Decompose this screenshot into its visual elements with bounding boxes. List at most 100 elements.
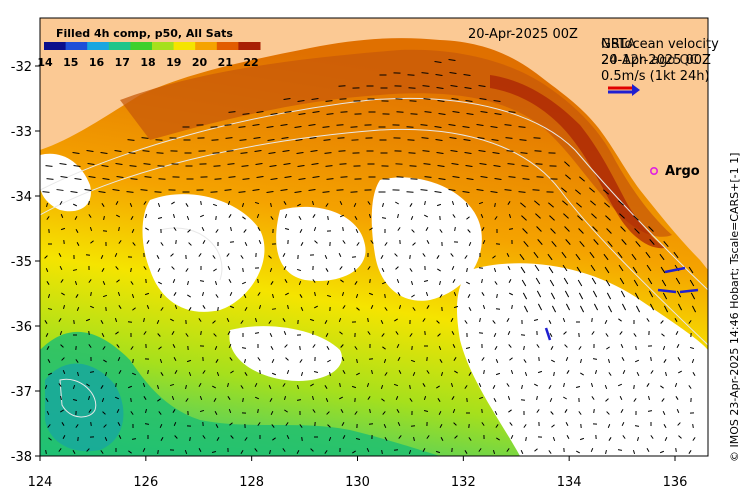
velocity-arrow (435, 450, 441, 454)
velocity-arrow (663, 241, 669, 247)
velocity-arrow (100, 320, 104, 324)
velocity-arrow (508, 409, 512, 413)
velocity-arrow (504, 124, 512, 126)
velocity-arrow (367, 396, 371, 400)
velocity-arrow (521, 165, 529, 167)
velocity-arrow (130, 178, 138, 180)
velocity-arrow (465, 164, 473, 168)
velocity-arrow (187, 294, 191, 298)
velocity-arrow (61, 292, 65, 296)
velocity-arrow (633, 384, 635, 390)
velocity-arrow (75, 359, 79, 363)
velocity-arrow (366, 382, 370, 388)
velocity-arrow (60, 279, 64, 283)
velocity-arrow (272, 293, 274, 299)
velocity-arrow (369, 278, 371, 284)
velocity-arrow (281, 136, 289, 140)
velocity-arrow (355, 372, 361, 376)
velocity-arrow (101, 397, 105, 403)
velocity-arrow (172, 409, 176, 413)
velocity-arrow (398, 369, 402, 375)
y-tick-label: -34 (11, 190, 32, 205)
velocity-arrow (563, 396, 567, 400)
velocity-arrow (548, 450, 552, 454)
velocity-arrow (300, 242, 304, 246)
velocity-arrow (551, 241, 557, 247)
velocity-arrow (494, 216, 498, 220)
velocity-arrow (102, 294, 108, 298)
velocity-arrow (566, 370, 570, 374)
velocity-arrow (478, 149, 486, 153)
velocity-arrow (298, 113, 306, 115)
velocity-arrow (438, 345, 442, 351)
velocity-arrow (325, 332, 329, 338)
velocity-arrow (212, 320, 216, 324)
velocity-arrow (269, 398, 273, 402)
velocity-arrow (440, 436, 444, 442)
velocity-arrow (606, 228, 612, 234)
velocity-arrow (102, 177, 110, 181)
colorbar-swatch (173, 42, 196, 50)
velocity-arrow (507, 395, 511, 401)
velocity-arrow (421, 137, 429, 139)
velocity-arrow (230, 226, 232, 232)
velocity-arrow (407, 139, 415, 141)
velocity-arrow (422, 253, 426, 257)
velocity-arrow (606, 292, 612, 300)
velocity-arrow (143, 317, 145, 323)
velocity-arrow (118, 434, 122, 440)
velocity-arrow (464, 151, 472, 155)
velocity-arrow (577, 279, 583, 287)
velocity-arrow (533, 319, 539, 321)
velocity-arrow (226, 317, 230, 323)
velocity-arrow (198, 253, 202, 257)
velocity-arrow (604, 319, 608, 325)
velocity-arrow (508, 228, 514, 230)
velocity-arrow (72, 384, 76, 390)
velocity-arrow (465, 99, 473, 103)
velocity-arrow (479, 97, 487, 101)
velocity-arrow (88, 330, 90, 336)
velocity-arrow (592, 290, 598, 298)
velocity-arrow (578, 228, 584, 234)
velocity-arrow (524, 371, 528, 377)
velocity-arrow (550, 411, 554, 415)
velocity-arrow (523, 345, 525, 351)
velocity-arrow (408, 449, 412, 455)
velocity-arrow (550, 292, 556, 300)
velocity-arrow (296, 268, 302, 272)
velocity-arrow (329, 371, 331, 377)
velocity-arrow (244, 241, 248, 247)
velocity-arrow (354, 267, 356, 273)
velocity-arrow (227, 396, 231, 400)
velocity-arrow (578, 346, 582, 350)
velocity-arrow (323, 139, 331, 141)
velocity-arrow (88, 344, 92, 348)
velocity-arrow (549, 215, 555, 221)
velocity-arrow (536, 226, 542, 232)
velocity-arrow (493, 267, 497, 273)
velocity-arrow (257, 422, 261, 426)
velocity-arrow (424, 176, 432, 178)
colorbar-swatch (87, 42, 110, 50)
y-tick-label: -33 (11, 125, 32, 140)
velocity-arrow (409, 203, 413, 207)
velocity-arrow (201, 291, 205, 297)
velocity-arrow (509, 357, 513, 361)
velocity-arrow (607, 423, 611, 429)
velocity-arrow (297, 203, 301, 207)
velocity-arrow (282, 448, 286, 452)
velocity-arrow (468, 241, 472, 247)
velocity-arrow (448, 124, 456, 126)
velocity-legend-overlay-source: GSLA (601, 37, 636, 52)
velocity-arrow (351, 256, 357, 258)
velocity-arrow (173, 292, 177, 296)
velocity-arrow (537, 370, 543, 374)
velocity-arrow (86, 383, 90, 387)
velocity-arrow (436, 152, 444, 154)
velocity-arrow (311, 98, 319, 100)
velocity-arrow (286, 434, 290, 440)
velocity-arrow (534, 264, 540, 272)
velocity-arrow (44, 255, 48, 259)
velocity-arrow (509, 422, 513, 426)
